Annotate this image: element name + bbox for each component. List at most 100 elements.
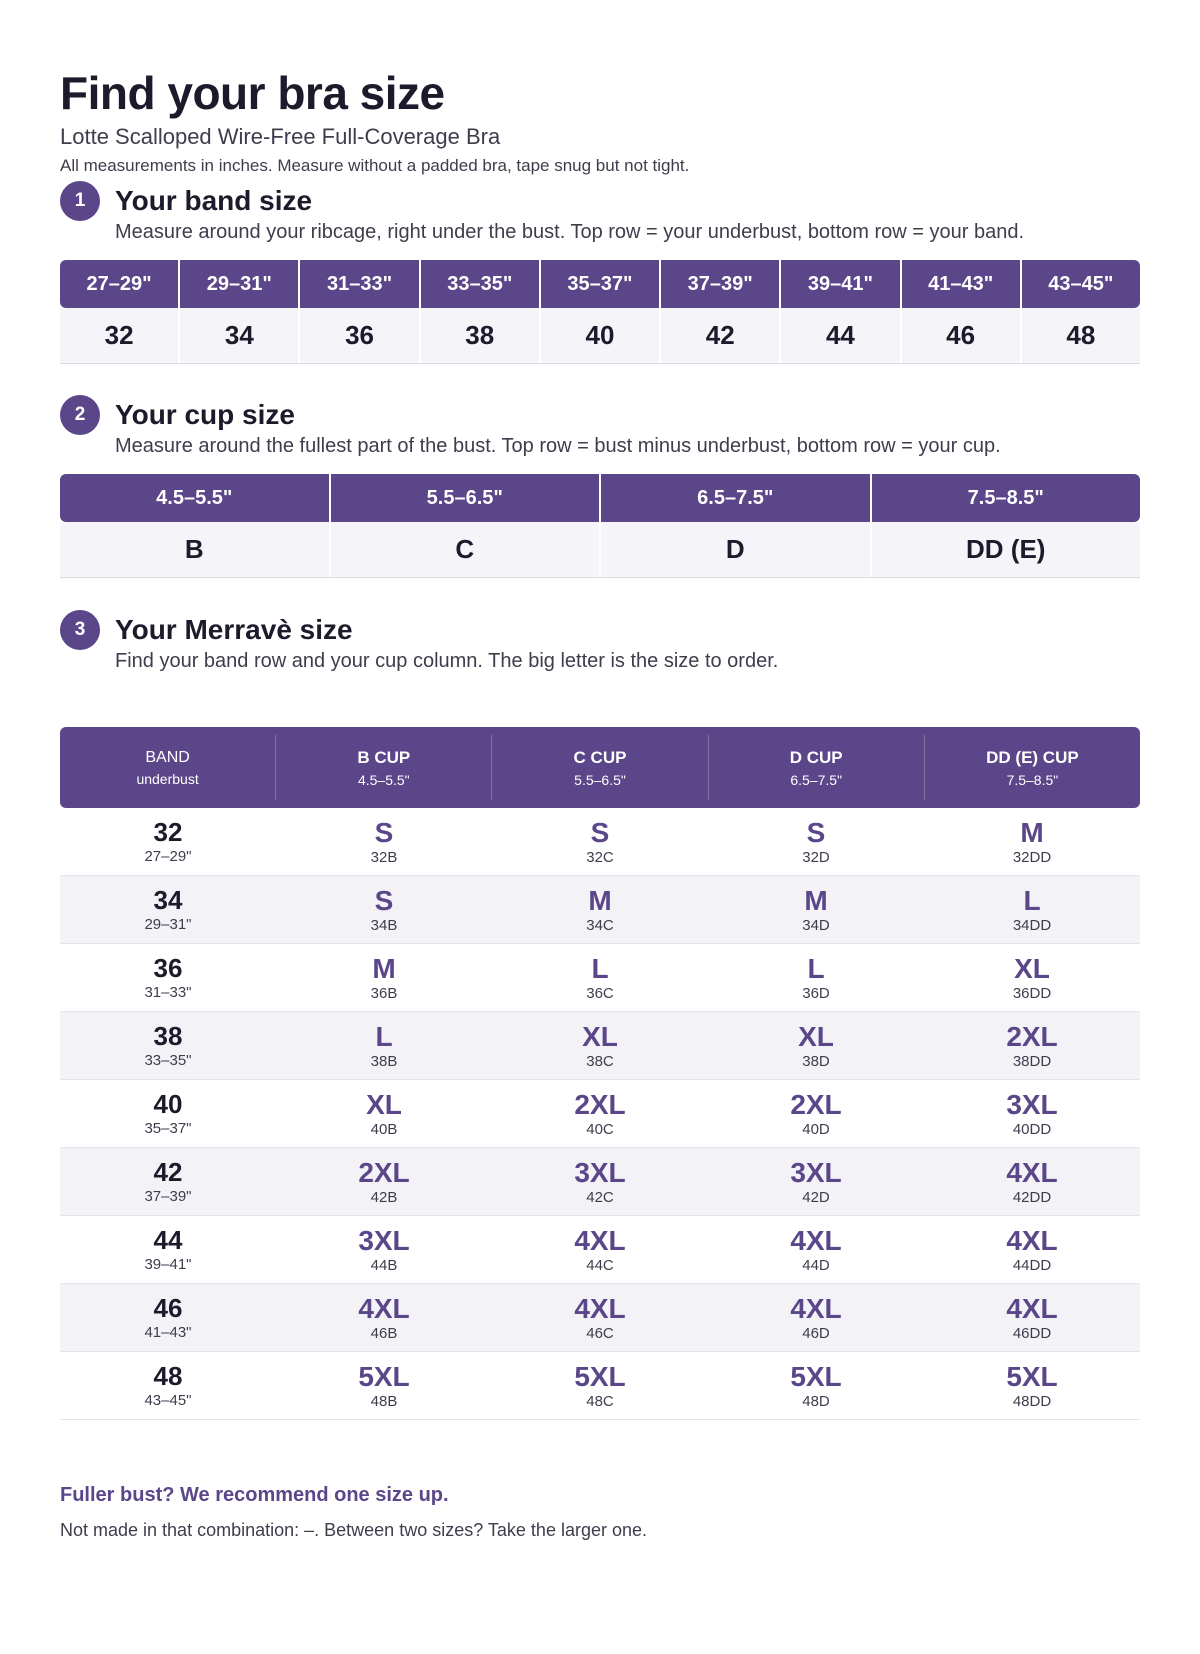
size-letter: S [590, 816, 610, 848]
size-cell: L 38B [276, 1012, 492, 1079]
cup-size-table: 4.5–5.5" 5.5–6.5" 6.5–7.5" 7.5–8.5" B C D DD (… [60, 474, 1140, 578]
band-cell: 36 31–33" [60, 944, 276, 1011]
size-code: 38DD [1012, 1052, 1052, 1070]
size-code: 44B [370, 1256, 398, 1274]
underbust-range: 31–33" [300, 260, 421, 308]
band-size: 38 [421, 308, 541, 363]
cup-range: 4.5–5.5" [60, 474, 331, 522]
band-size: 36 [300, 308, 421, 363]
size-letter: M [372, 952, 396, 984]
size-letter: 3XL [790, 1156, 842, 1188]
band-size: 34 [180, 308, 301, 363]
cup-size: D [601, 522, 872, 577]
table-row: 32 27–29" S 32B S 32C S 32D M 32DD [60, 808, 1140, 876]
band-range: 43–45" [144, 1392, 192, 1409]
size-cell: 4XL 46D [708, 1284, 924, 1351]
column-label: BAND [145, 748, 190, 766]
size-code: 38D [802, 1052, 830, 1070]
cup-range: 7.5–8.5" [967, 486, 1044, 509]
column-header: DD (E) CUP 7.5–8.5" [925, 735, 1140, 800]
size-letter: 2XL [790, 1088, 842, 1120]
band-size: 42 [661, 308, 782, 363]
size-cell: L 36C [492, 944, 708, 1011]
band-range: 37–39" [144, 1188, 192, 1205]
column-label: DD (E) CUP [986, 747, 1079, 767]
size-letter: 4XL [574, 1224, 626, 1256]
size-cell: S 32B [276, 808, 492, 875]
column-header: C CUP 5.5–6.5" [492, 735, 709, 800]
band-cell: 38 33–35" [60, 1012, 276, 1079]
band-section-title: Your band size [115, 185, 313, 216]
underbust-range: 35–37" [541, 260, 662, 308]
table-row: 44 39–41" 3XL 44B 4XL 44C 4XL 44D 4XL 44DD [60, 1216, 1140, 1284]
band-range: 31–33" [144, 984, 192, 1001]
table-row: 48 43–45" 5XL 48B 5XL 48C 5XL 48D 5XL 48DD [60, 1352, 1140, 1420]
size-code: 46DD [1012, 1324, 1052, 1342]
size-letter: 3XL [358, 1224, 410, 1256]
band-cell: 32 27–29" [60, 808, 276, 875]
size-code: 34C [586, 916, 614, 934]
band-section-description: Measure around your ribcage, right under… [115, 221, 1025, 243]
cup-size: DD (E) [966, 534, 1046, 564]
size-code: 40C [586, 1120, 614, 1138]
size-code: 48C [586, 1392, 614, 1410]
size-letter: S [374, 884, 394, 916]
underbust-range: 37–39" [661, 260, 782, 308]
size-code: 42DD [1012, 1188, 1052, 1206]
size-chart-body: 32 27–29" S 32B S 32C S 32D M 32DD 34 29–31" S 34B M 34… [60, 808, 1140, 1420]
step-3-badge: 3 [60, 610, 100, 650]
band-size: 32 [60, 308, 181, 363]
band-cell: 34 29–31" [60, 876, 276, 943]
underbust-range: 43–45" [1048, 272, 1114, 295]
column-sublabel: 4.5–5.5" [357, 771, 410, 788]
band-number: 32 [153, 817, 183, 847]
band-number: 46 [153, 1293, 183, 1323]
size-code: 32C [586, 848, 614, 866]
size-cell: 4XL 46C [492, 1284, 708, 1351]
measurement-note: All measurements in inches. Measure with… [60, 156, 690, 175]
band-range: 33–35" [144, 1052, 192, 1069]
band-number: 38 [153, 1021, 183, 1051]
size-code: 32DD [1012, 848, 1052, 866]
product-name: Lotte Scalloped Wire-Free Full-Coverage … [60, 124, 501, 149]
band-number: 42 [153, 1157, 183, 1187]
step-2-badge: 2 [60, 395, 100, 435]
size-code: 42B [370, 1188, 398, 1206]
band-range: 29–31" [144, 916, 192, 933]
size-letter: 4XL [1006, 1224, 1058, 1256]
band-size: 48 [1066, 320, 1096, 350]
size-letter: 5XL [790, 1360, 842, 1392]
size-cell: M 34C [492, 876, 708, 943]
band-number: 40 [153, 1089, 183, 1119]
size-code: 34D [802, 916, 830, 934]
band-size: 44 [781, 308, 902, 363]
size-cell: 3XL 42D [708, 1148, 924, 1215]
size-letter: 4XL [790, 1224, 842, 1256]
band-cell: 42 37–39" [60, 1148, 276, 1215]
size-letter: M [1020, 816, 1044, 848]
size-letter: 5XL [1006, 1360, 1058, 1392]
band-value-row: 32 34 36 38 40 42 44 46 48 [60, 308, 1140, 364]
column-header: D CUP 6.5–7.5" [709, 735, 925, 800]
size-code: 48DD [1012, 1392, 1052, 1410]
table-row: 42 37–39" 2XL 42B 3XL 42C 3XL 42D 4XL 42DD [60, 1148, 1140, 1216]
size-code: 40DD [1012, 1120, 1052, 1138]
size-code: 36D [802, 984, 830, 1002]
underbust-range: 27–29" [60, 260, 181, 308]
size-cell: 4XL 46DD [924, 1284, 1140, 1351]
band-range: 39–41" [144, 1256, 192, 1273]
size-code: 44DD [1012, 1256, 1052, 1274]
size-cell: L 34DD [924, 876, 1140, 943]
size-letter: 2XL [1006, 1020, 1058, 1052]
size-cell: XL 40B [276, 1080, 492, 1147]
size-cell: 3XL 40DD [924, 1080, 1140, 1147]
size-cell: 5XL 48D [708, 1352, 924, 1419]
size-letter: 3XL [574, 1156, 626, 1188]
underbust-range: 39–41" [781, 260, 902, 308]
size-letter: 4XL [1006, 1292, 1058, 1324]
size-letter: 4XL [790, 1292, 842, 1324]
band-cell: 40 35–37" [60, 1080, 276, 1147]
band-size: 40 [541, 308, 662, 363]
band-cell: 48 43–45" [60, 1352, 276, 1419]
size-section-title: Your Merravè size [115, 614, 353, 645]
